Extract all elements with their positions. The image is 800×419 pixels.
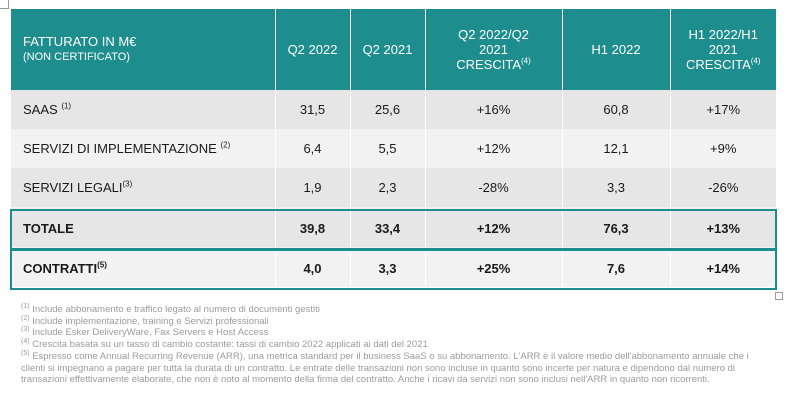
row-label-text: SAAS <box>23 102 58 117</box>
row-label: CONTRATTI(5) <box>11 249 276 287</box>
cell-q2-2021: 2,3 <box>350 168 426 207</box>
resize-handle[interactable] <box>775 292 783 300</box>
row-label: TOTALE <box>11 209 276 247</box>
header-subtitle-text: (NON CERTIFICATO) <box>23 51 130 63</box>
cell-h1-2022: 60,8 <box>562 90 671 129</box>
cell-q2-2022: 31,5 <box>275 90 351 129</box>
cell-q2-growth: +16% <box>425 90 563 129</box>
cell-q2-growth: +25% <box>425 249 563 287</box>
header-h1-growth-line3: CRESCITA <box>685 57 751 72</box>
table-row-contracts: CONTRATTI(5) 4,0 3,3 +25% 7,6 +14% <box>11 249 776 287</box>
cell-h1-growth: +13% <box>670 209 776 247</box>
header-q2-growth-line2: 2021 <box>479 42 508 57</box>
row-label-text: SERVIZI DI IMPLEMENTAZIONE <box>23 141 217 156</box>
spacer-cell <box>11 207 776 209</box>
cell-h1-growth: +14% <box>670 249 776 287</box>
footnote-mark: (3) <box>21 326 30 334</box>
header-q2-2021: Q2 2021 <box>350 9 426 90</box>
cell-h1-2022: 3,3 <box>562 168 671 207</box>
header-q2-growth-line1: Q2 2022/Q2 <box>458 27 529 42</box>
header-h1-growth: H1 2022/H1 2021 CRESCITA(4) <box>670 9 776 90</box>
row-note: (3) <box>122 179 133 189</box>
cell-h1-2022: 12,1 <box>562 129 671 168</box>
header-q2-growth-note: (4) <box>520 56 531 66</box>
footnotes: (1) Include abbonamento e traffico legat… <box>21 302 761 386</box>
footnote-5: (5) Espresso come Annual Recurring Reven… <box>21 349 761 386</box>
row-label-text: SERVIZI LEGALI <box>23 180 123 195</box>
cell-q2-2022: 6,4 <box>275 129 351 168</box>
revenue-table: FATTURATO IN M€ (NON CERTIFICATO) Q2 202… <box>11 9 776 287</box>
table-row-saas: SAAS (1) 31,5 25,6 +16% 60,8 +17% <box>11 90 776 129</box>
page-corner-mark <box>0 0 9 9</box>
cell-h1-growth: -26% <box>670 168 776 207</box>
table-header-row: FATTURATO IN M€ (NON CERTIFICATO) Q2 202… <box>11 9 776 90</box>
header-q2-growth: Q2 2022/Q2 2021 CRESCITA(4) <box>425 9 563 90</box>
row-note: (1) <box>61 101 72 111</box>
footnote-1: (1) Include abbonamento e traffico legat… <box>21 302 761 316</box>
header-q2-2022: Q2 2022 <box>275 9 351 90</box>
cell-h1-growth: +9% <box>670 129 776 168</box>
cell-q2-growth: +12% <box>425 129 563 168</box>
footnote-2: (2) Include implementazione, training e … <box>21 314 761 328</box>
table-spacer-row <box>11 207 776 209</box>
header-h1-2022: H1 2022 <box>562 9 671 90</box>
cell-q2-2021: 25,6 <box>350 90 426 129</box>
revenue-table-container: FATTURATO IN M€ (NON CERTIFICATO) Q2 202… <box>10 9 777 290</box>
row-label: SAAS (1) <box>11 90 276 129</box>
cell-q2-growth: +12% <box>425 209 563 247</box>
footnote-text: Crescita basata su un tasso di cambio co… <box>29 339 428 351</box>
cell-h1-2022: 7,6 <box>562 249 671 287</box>
header-revenue-title: FATTURATO IN M€ (NON CERTIFICATO) <box>11 9 276 90</box>
table-row-total: TOTALE 39,8 33,4 +12% 76,3 +13% <box>11 209 776 247</box>
header-h1-growth-note: (4) <box>750 56 761 66</box>
cell-q2-2022: 39,8 <box>275 209 351 247</box>
footnote-text: Include abbonamento e traffico legato al… <box>29 304 320 315</box>
footnote-mark: (1) <box>21 302 30 310</box>
table-row-legal: SERVIZI LEGALI(3) 1,9 2,3 -28% 3,3 -26% <box>11 168 776 207</box>
header-title-text: FATTURATO IN M€ <box>23 34 137 49</box>
cell-q2-2021: 5,5 <box>350 129 426 168</box>
footnote-text: Espresso come Annual Recurring Revenue (… <box>21 350 749 386</box>
cell-q2-2022: 4,0 <box>275 249 351 287</box>
cell-q2-2022: 1,9 <box>275 168 351 207</box>
row-label: SERVIZI DI IMPLEMENTAZIONE (2) <box>11 129 276 168</box>
footnote-mark: (5) <box>21 349 30 357</box>
row-note: (2) <box>220 140 231 150</box>
header-q2-growth-line3: CRESCITA <box>456 57 521 72</box>
footnote-mark: (2) <box>21 314 30 322</box>
footnote-text: Include implementazione, training e Serv… <box>29 315 269 327</box>
row-label-text: CONTRATTI <box>23 260 98 276</box>
row-note: (5) <box>97 260 107 270</box>
footnote-text: Include Esker DeliveryWare, Fax Servers … <box>29 327 269 339</box>
cell-h1-growth: +17% <box>670 90 776 129</box>
header-h1-growth-line1: H1 2022/H1 <box>688 27 758 42</box>
table-row-implementation: SERVIZI DI IMPLEMENTAZIONE (2) 6,4 5,5 +… <box>11 129 776 168</box>
cell-q2-growth: -28% <box>425 168 563 207</box>
header-h1-growth-line2: 2021 <box>708 42 738 57</box>
footnote-3: (3) Include Esker DeliveryWare, Fax Serv… <box>21 326 761 339</box>
cell-h1-2022: 76,3 <box>562 209 671 247</box>
footnote-4: (4) Crescita basata su un tasso di cambi… <box>21 337 761 351</box>
cell-q2-2021: 3,3 <box>350 249 426 287</box>
cell-q2-2021: 33,4 <box>350 209 426 247</box>
row-label: SERVIZI LEGALI(3) <box>11 168 276 207</box>
footnote-mark: (4) <box>21 337 30 345</box>
